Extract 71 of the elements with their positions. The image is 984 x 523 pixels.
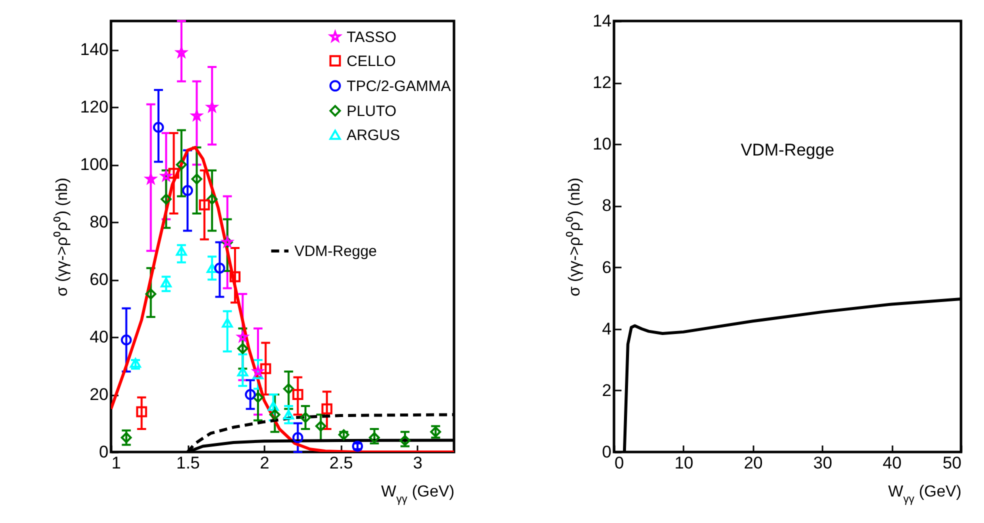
y-tick-label: 10 [592,134,612,154]
y-tick-label: 80 [90,212,108,232]
legend-label: VDM-Regge [294,243,377,260]
x-tick-label: 1.5 [176,454,200,472]
point [222,318,233,328]
x-tick-label: 40 [882,454,902,472]
point [260,363,272,374]
y-tick-label: 60 [90,270,108,290]
point [152,122,164,133]
point [120,334,132,346]
x-tick-label: 1 [112,454,121,472]
point [160,278,172,288]
point [206,263,218,273]
point [214,262,226,274]
x-tick-label: 20 [744,454,763,472]
x-tick-label: 2.5 [329,454,354,472]
x-tick-label: 10 [674,454,694,472]
point [300,412,311,423]
point [145,288,156,300]
y-tick-label: 6 [602,258,612,277]
point [292,389,304,400]
y-tick-label: 140 [80,40,108,60]
x-tick-label: 30 [813,454,832,472]
y-tick-label: 8 [602,196,612,216]
point [268,401,279,411]
point [191,110,202,120]
point [160,194,172,205]
x-tick-label: 2 [260,454,270,472]
legend-label: TPC/2-GAMMA [346,78,451,95]
legend-label: ARGUS [346,126,400,144]
legend-label: PLUTO [346,102,396,120]
point [120,432,132,444]
legend-label: TASSO [346,28,396,46]
point [206,194,218,205]
y-tick-label: 2 [602,380,612,400]
point [191,174,202,185]
x-tick-label: 50 [942,454,962,472]
point [292,432,304,444]
point [315,420,326,432]
y-tick-label: 14 [592,12,612,30]
y-tick-label: 40 [90,328,108,347]
point [182,185,194,196]
point [176,246,187,256]
y-tick-label: 12 [592,73,612,92]
legend-label: CELLO [346,52,396,70]
point [176,159,187,170]
x-tick-label: 0 [614,454,624,472]
point [283,383,294,394]
point [230,271,241,282]
x-axis-title: W$_{γγ}$ (GeV) [888,484,962,506]
point [237,366,248,376]
point [244,389,256,400]
y-axis-title: σ (γγ->ρ⁰ρ⁰) (nb) [566,178,584,296]
point [269,409,280,420]
y-tick-label: 20 [90,385,108,404]
point [368,432,380,444]
point [198,199,210,210]
point [283,410,294,420]
point [237,343,248,354]
point [168,168,180,179]
y-tick-label: 100 [80,155,108,174]
x-tick-label: 3 [413,454,422,472]
point [400,435,410,446]
y-tick-label: 120 [80,98,108,117]
point [252,392,264,403]
point [136,406,148,418]
y-axis-title: σ (γγ->ρ⁰ρ⁰) (nb) [53,178,72,296]
annotation: VDM-Regge [740,140,834,160]
x-axis-title: W$_{γγ}$ (GeV) [381,484,454,506]
point [321,403,332,414]
y-tick-label: 4 [602,319,612,338]
